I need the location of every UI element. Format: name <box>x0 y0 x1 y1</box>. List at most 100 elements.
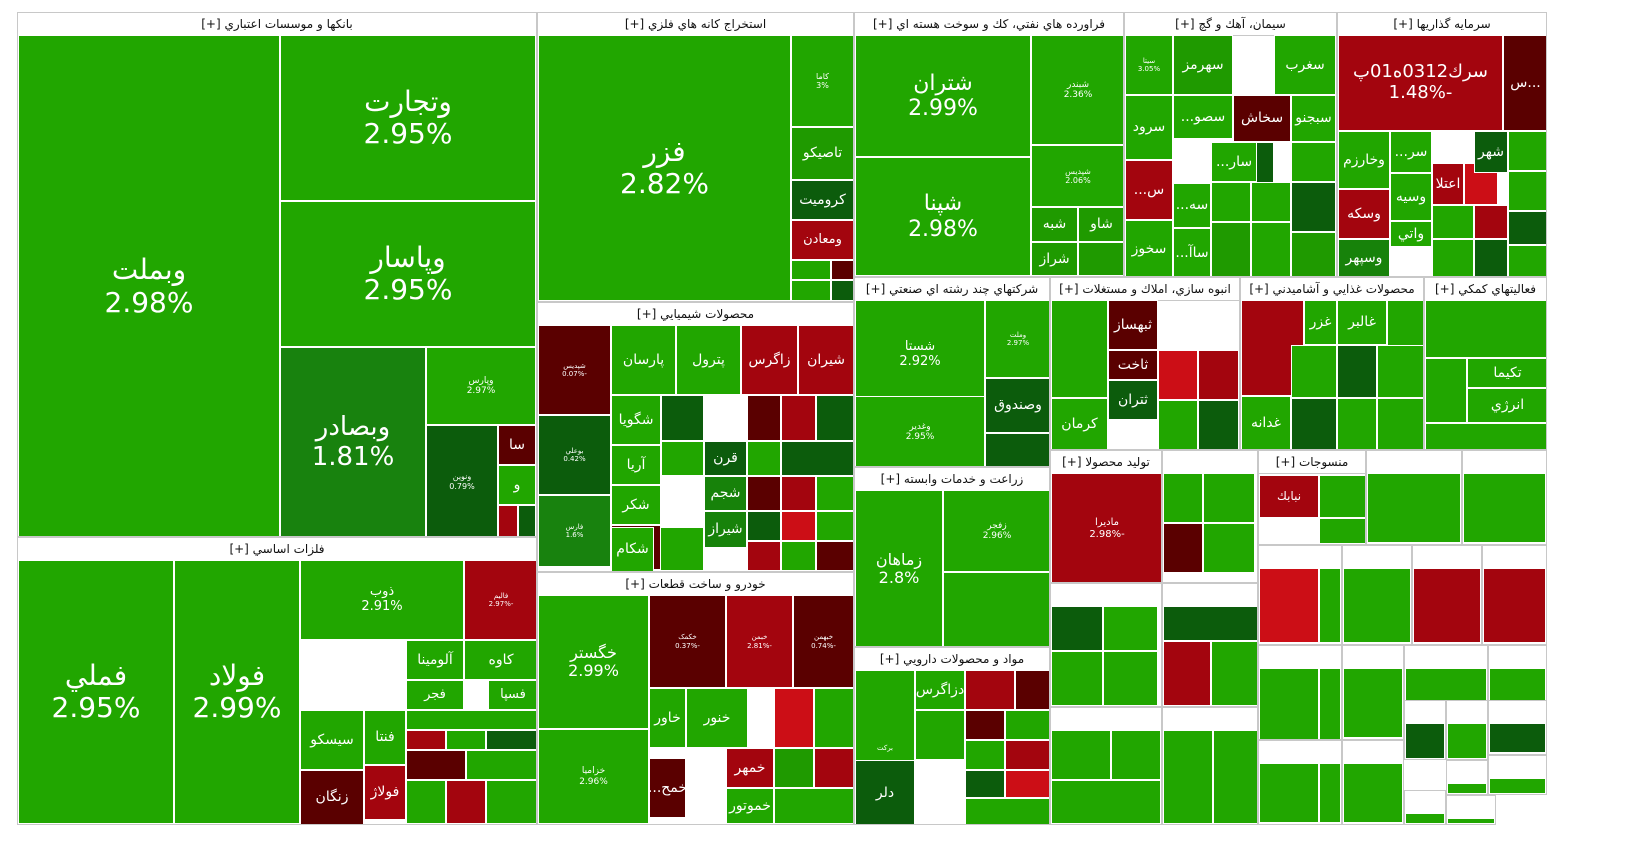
filler-tile[interactable] <box>747 511 781 541</box>
sector-title[interactable]: زراعت و خدمات وابسته [+] <box>855 468 1049 491</box>
sector-3[interactable]: سيمان، آهك و گچ [+] سيتا 3.05% سهرمز سغرب سرو… <box>1124 12 1337 277</box>
sector-title[interactable]: مواد و محصولات دارويي [+] <box>855 648 1049 671</box>
stock-tile[interactable]: ومعادن <box>791 220 853 260</box>
filler-tile[interactable] <box>774 788 853 824</box>
filler-tile[interactable] <box>1051 730 1111 780</box>
filler-tile[interactable] <box>1447 783 1487 794</box>
stock-tile[interactable]: ونوين 0.79% <box>426 425 498 536</box>
filler-tile[interactable] <box>1343 568 1411 643</box>
filler-tile[interactable] <box>774 748 814 788</box>
stock-tile[interactable]: سصو... <box>1173 95 1233 139</box>
filler-tile[interactable] <box>1259 568 1319 643</box>
stock-tile[interactable]: تکيما <box>1467 358 1546 388</box>
filler-tile[interactable] <box>1051 300 1108 398</box>
filler-tile[interactable] <box>1259 668 1319 739</box>
filler-tile[interactable] <box>1211 182 1251 222</box>
filler-tile[interactable] <box>1198 350 1239 400</box>
stock-tile[interactable]: شاو <box>1078 207 1123 242</box>
sector-title[interactable]: استخراج کانه هاي فلزي [+] <box>538 13 853 36</box>
filler-tile[interactable] <box>1203 473 1255 523</box>
stock-tile[interactable]: فولاد 2.99% <box>174 560 300 824</box>
stock-tile[interactable]: فولاژ <box>364 765 406 820</box>
stock-tile[interactable]: ساآ... <box>1173 228 1211 276</box>
sector-title[interactable]: فراورده هاي نفتي، كك و سوخت هسته اي [+] <box>855 13 1123 36</box>
stock-tile[interactable]: خکمک -0.37% <box>649 595 726 688</box>
stock-tile[interactable]: فاليم -2.97% <box>464 560 536 640</box>
stock-tile[interactable]: شکام <box>611 527 654 571</box>
sector-small[interactable] <box>1050 583 1162 707</box>
stock-tile[interactable] <box>498 505 518 536</box>
filler-tile[interactable] <box>661 441 704 476</box>
filler-tile[interactable] <box>781 476 816 511</box>
stock-tile[interactable]: کاما 3% <box>791 35 853 127</box>
filler-tile[interactable] <box>1425 358 1467 423</box>
filler-tile[interactable] <box>1432 239 1474 276</box>
stock-tile[interactable]: سرود <box>1125 95 1173 160</box>
filler-tile[interactable] <box>1163 523 1203 573</box>
sector-13[interactable]: فعاليتهاي كمكي [+] تکيما انرژي <box>1424 277 1547 450</box>
stock-tile[interactable]: شبندر 2.36% <box>1031 35 1123 145</box>
stock-tile[interactable]: وپارس 2.97% <box>426 347 536 425</box>
sector-2[interactable]: فراورده هاي نفتي، كك و سوخت هسته اي [+] ش… <box>854 12 1124 277</box>
sector-7[interactable]: شرکتهاي چند رشته اي صنعتي [+] شستا 2.92% وغ… <box>854 277 1050 467</box>
filler-tile[interactable] <box>965 670 1015 710</box>
stock-tile[interactable]: آريا <box>611 445 661 485</box>
filler-tile[interactable] <box>791 260 831 280</box>
stock-tile[interactable]: شکر <box>611 485 661 525</box>
filler-tile[interactable] <box>915 710 965 760</box>
stock-tile[interactable]: وخارزم <box>1338 131 1390 189</box>
stock-tile[interactable]: فسپا <box>488 680 536 710</box>
sector-small[interactable] <box>1462 450 1547 545</box>
filler-tile[interactable] <box>1319 568 1341 643</box>
sector-small[interactable] <box>1446 760 1488 795</box>
stock-tile[interactable]: سيسکو <box>300 710 364 770</box>
sector-10[interactable]: مواد و محصولات دارويي [+] برکت دزاگرس دلر <box>854 647 1050 825</box>
filler-tile[interactable] <box>1508 131 1546 171</box>
filler-tile[interactable] <box>1474 205 1508 239</box>
stock-tile[interactable]: شپديس 2.06% <box>1031 145 1123 207</box>
stock-tile[interactable]: نبابك <box>1259 475 1319 518</box>
filler-tile[interactable] <box>747 395 781 441</box>
filler-tile[interactable] <box>1413 568 1481 643</box>
filler-tile[interactable] <box>1163 641 1211 706</box>
stock-tile[interactable]: فزر 2.82% <box>538 35 791 301</box>
filler-tile[interactable] <box>466 750 536 780</box>
filler-tile[interactable] <box>816 476 853 511</box>
stock-tile[interactable]: ماديرا -2.98% <box>1051 473 1161 582</box>
stock-tile[interactable]: خمهر <box>726 748 774 788</box>
filler-tile[interactable] <box>814 748 853 788</box>
stock-tile[interactable]: ثبهساز <box>1108 300 1158 350</box>
sector-small[interactable] <box>1412 545 1482 645</box>
stock-tile[interactable]: خاور <box>649 688 686 748</box>
stock-tile[interactable]: ...س <box>1503 35 1546 131</box>
sector-small[interactable] <box>1342 645 1404 740</box>
filler-tile[interactable] <box>1405 813 1445 824</box>
stock-tile[interactable]: ثتران <box>1108 380 1158 420</box>
filler-tile[interactable] <box>1163 730 1213 824</box>
sector-5[interactable]: محصولات شيميايي [+] شپديس -0.07% پارسان پترو… <box>537 302 854 572</box>
filler-tile[interactable] <box>1291 398 1337 449</box>
filler-tile[interactable] <box>406 750 466 780</box>
sector-small[interactable] <box>1050 707 1162 825</box>
filler-tile[interactable] <box>406 780 446 824</box>
filler-tile[interactable] <box>1377 398 1423 449</box>
sector-small[interactable] <box>1258 645 1342 740</box>
filler-tile[interactable] <box>1432 205 1474 239</box>
stock-tile[interactable]: واتي <box>1390 221 1432 247</box>
stock-tile[interactable]: سخاش <box>1233 95 1291 142</box>
stock-tile[interactable]: شيران <box>798 325 853 395</box>
sector-small[interactable] <box>1488 700 1547 755</box>
stock-tile[interactable]: سر... <box>1390 131 1432 173</box>
stock-tile[interactable]: پارسان <box>611 325 676 395</box>
filler-tile[interactable] <box>1259 763 1319 823</box>
sector-title[interactable]: شرکتهاي چند رشته اي صنعتي [+] <box>855 278 1049 301</box>
stock-tile[interactable]: شهر <box>1474 131 1508 173</box>
stock-tile[interactable]: وبملت 2.98% <box>18 35 280 536</box>
stock-tile[interactable]: و <box>498 465 536 505</box>
filler-tile[interactable] <box>1158 350 1198 400</box>
stock-tile[interactable]: وملت 2.97% <box>985 300 1049 378</box>
stock-tile[interactable]: زنگان <box>300 770 364 824</box>
filler-tile[interactable] <box>965 798 1049 824</box>
filler-tile[interactable] <box>1343 668 1403 738</box>
filler-tile[interactable] <box>1337 398 1377 449</box>
